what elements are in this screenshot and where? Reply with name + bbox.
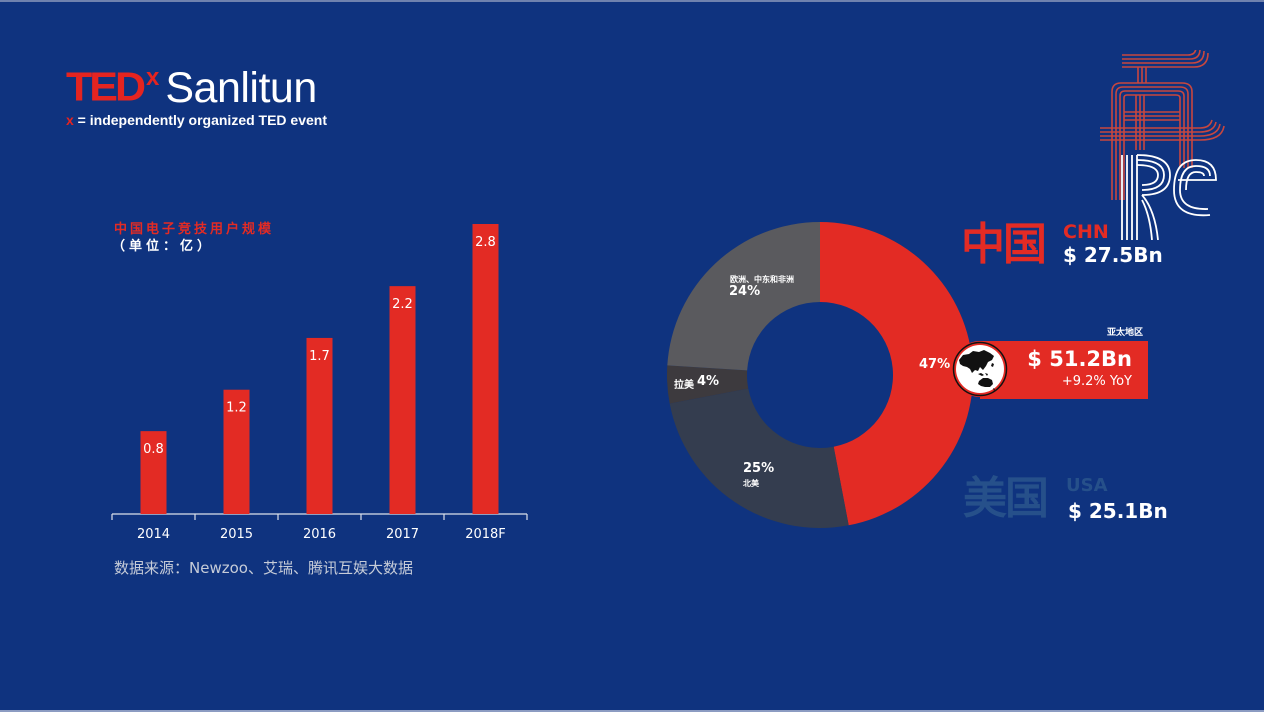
bar-value-label: 1.2	[226, 401, 247, 416]
donut-label-na: 北美	[743, 479, 759, 488]
logo-ted: TED	[66, 64, 146, 110]
top-border	[0, 0, 1264, 2]
bar-2018F	[472, 224, 499, 514]
x-axis-category-label: 2018F	[465, 527, 506, 542]
donut-segment-1	[669, 388, 849, 529]
usa-code: USA	[1066, 475, 1108, 496]
donut-pct-apac: 47%	[919, 357, 951, 372]
tedx-logo: TED x Sanlitun x = independently organiz…	[66, 62, 327, 128]
bottom-border	[0, 710, 1264, 712]
donut-label-emea: 欧洲、中东和非洲	[730, 275, 794, 284]
china-label: 中国	[961, 219, 1047, 270]
usa-label: 美国	[963, 473, 1049, 524]
bar-2015	[223, 389, 250, 514]
tagline-text: = independently organized TED event	[73, 112, 328, 128]
donut-pct-latam: 4%	[697, 374, 720, 389]
logo-wordmark: TED x Sanlitun	[66, 62, 327, 112]
bar-2017	[389, 286, 416, 514]
apac-value: $ 51.2Bn	[1027, 347, 1132, 371]
x-axis-category-label: 2016	[303, 527, 336, 542]
bar-value-label: 2.8	[475, 235, 496, 250]
x-axis-category-label: 2017	[386, 527, 419, 542]
data-source-note: 数据来源：Newzoo、艾瑞、腾讯互娱大数据	[114, 559, 413, 577]
apac-region-label: 亚太地区	[1107, 328, 1144, 338]
bar-value-label: 2.2	[392, 297, 413, 312]
tagline-x: x	[66, 112, 74, 128]
bar-2016	[306, 337, 333, 514]
donut-label-latam: 拉美	[674, 380, 694, 391]
china-value: $ 27.5Bn	[1063, 243, 1163, 267]
logo-event-name: Sanlitun	[165, 64, 317, 112]
bar-value-label: 0.8	[143, 442, 164, 457]
bar-2014	[140, 431, 167, 514]
bar-chart-unit: （单位：亿）	[112, 239, 215, 254]
donut-pct-emea: 24%	[729, 284, 761, 299]
apac-yoy: +9.2% YoY	[1061, 374, 1132, 389]
bar-value-label: 1.7	[309, 349, 330, 364]
apac-callout-box: $ 51.2Bn +9.2% YoY	[980, 341, 1148, 399]
usa-value: $ 25.1Bn	[1068, 499, 1168, 523]
logo-tagline: x = independently organized TED event	[66, 112, 327, 128]
x-axis-category-label: 2015	[220, 527, 253, 542]
bar-chart-title: 中国电子竞技用户规模	[114, 222, 275, 237]
decorative-striped-character-icon	[1100, 50, 1225, 240]
x-axis-category-label: 2014	[137, 527, 170, 542]
china-code: CHN	[1063, 221, 1109, 243]
donut-pct-na: 25%	[743, 461, 775, 476]
asia-pacific-map-icon	[952, 341, 1008, 397]
donut-segment-2	[667, 365, 749, 404]
donut-segment-0	[820, 221, 974, 526]
donut-segment-3	[667, 222, 820, 371]
logo-x-superscript: x	[146, 64, 160, 91]
